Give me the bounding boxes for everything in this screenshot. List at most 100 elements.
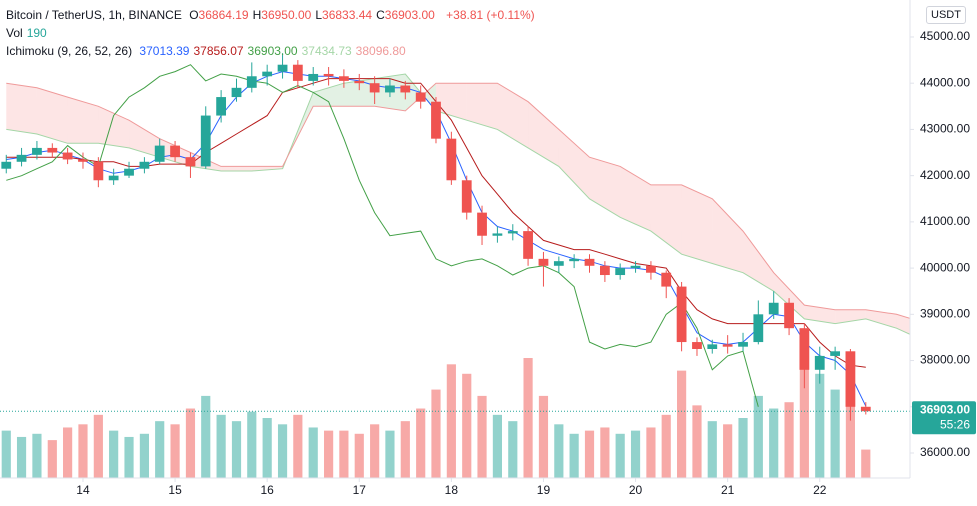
y-tick-label: 41000.00 [920, 214, 970, 228]
candle-body [400, 85, 411, 93]
candle-body [369, 83, 380, 93]
candle-body [16, 154, 27, 162]
legend-row: Vol 190 [6, 24, 539, 42]
volume-bar [293, 414, 303, 478]
cloud-segment [558, 129, 590, 199]
x-tick-label: 22 [813, 483, 827, 497]
candle-body [538, 258, 549, 266]
volume-bar [354, 433, 364, 478]
indicator-label: Ichimoku (9, 26, 52, 26) [6, 44, 133, 58]
candle-body [154, 145, 165, 162]
candle-body [32, 147, 42, 155]
candle-body [231, 87, 242, 98]
candle-body [262, 71, 273, 77]
cloud-segment [804, 305, 836, 324]
countdown: 55:26 [940, 417, 970, 431]
volume-bar [584, 430, 595, 478]
candle-body [431, 101, 441, 139]
candle-body [200, 115, 211, 167]
indicator-line [6, 64, 759, 407]
volume-bar [201, 395, 211, 478]
candle-body [338, 76, 349, 81]
volume-bar [231, 421, 242, 478]
volume-bar [63, 427, 73, 478]
volume-bar [431, 389, 441, 478]
cloud-segment [743, 231, 774, 292]
y-tick-label: 45000.00 [920, 29, 970, 43]
indicator-value: 37013.39 [139, 44, 190, 58]
ohlc-value: 36950.00 [261, 8, 312, 22]
volume-bar [324, 430, 334, 478]
volume-bar [32, 433, 42, 478]
cloud-segment [67, 97, 99, 144]
cloud-segment [589, 157, 621, 218]
candle-body [446, 138, 457, 181]
candle-body [292, 64, 303, 81]
y-tick-label: 36000.00 [920, 445, 970, 459]
cloud-segment [343, 78, 375, 107]
candle-body [277, 64, 288, 72]
y-tick-label: 40000.00 [920, 260, 970, 274]
indicator-value: 37856.07 [193, 44, 244, 58]
candle-body [599, 265, 610, 276]
volume-bar [600, 427, 610, 478]
candle-body [47, 147, 58, 153]
candle-body [93, 161, 104, 181]
candle-body [615, 268, 626, 276]
y-tick-label: 38000.00 [920, 353, 970, 367]
volume-bar [769, 408, 779, 478]
x-tick-label: 20 [629, 483, 643, 497]
ohlc-value: 36903.00 [384, 8, 435, 22]
candle-body [323, 73, 334, 77]
ohlc-label: C [376, 8, 385, 22]
volume-bar [277, 424, 288, 478]
span-a-line [6, 73, 910, 335]
candle-body [216, 97, 227, 116]
candle-body [630, 265, 641, 269]
volume-bar [1, 430, 11, 478]
volume-bar [492, 414, 502, 478]
volume-bar [830, 389, 840, 478]
volume-bar [446, 364, 456, 478]
y-tick-label: 39000.00 [920, 306, 970, 320]
candle-body [569, 258, 580, 262]
ohlc-value: 36864.19 [198, 8, 249, 22]
candle-body [753, 314, 764, 343]
cloud-segment [466, 83, 498, 130]
candle-body [1, 161, 12, 169]
cloud-segment [681, 184, 713, 264]
indicator-value: 36903.00 [247, 44, 298, 58]
candle-body [676, 286, 687, 343]
cloud-segment [497, 83, 529, 148]
volume-bar [185, 408, 196, 478]
volume-bar [262, 418, 272, 478]
volume-bar [462, 373, 472, 478]
candle-body [692, 342, 702, 349]
legend-row: Bitcoin / TetherUS, 1h, BINANCE O36864.1… [6, 6, 539, 24]
candle-body [108, 175, 119, 181]
ohlc-label: L [315, 8, 323, 22]
candle-body [584, 258, 595, 266]
candle-body [707, 344, 718, 349]
volume-bar [308, 427, 318, 478]
volume-bar [400, 421, 410, 478]
change: +38.81 (+0.11%) [446, 8, 535, 22]
candle-body [830, 351, 841, 356]
candle-body [799, 328, 810, 370]
volume-bar [753, 395, 763, 478]
currency-button[interactable]: USDT [926, 6, 966, 24]
volume-bar [47, 440, 57, 478]
volume-bar [738, 418, 748, 478]
candle-body [814, 355, 825, 370]
volume-bar [692, 405, 702, 478]
volume-value: 190 [26, 26, 47, 40]
volume-bar [216, 414, 226, 478]
cloud-segment [6, 83, 37, 135]
volume-bar [416, 408, 426, 478]
volume-bar [523, 358, 533, 478]
volume-bar [93, 414, 103, 478]
y-tick-label: 43000.00 [920, 122, 970, 136]
candle-body [246, 76, 257, 88]
